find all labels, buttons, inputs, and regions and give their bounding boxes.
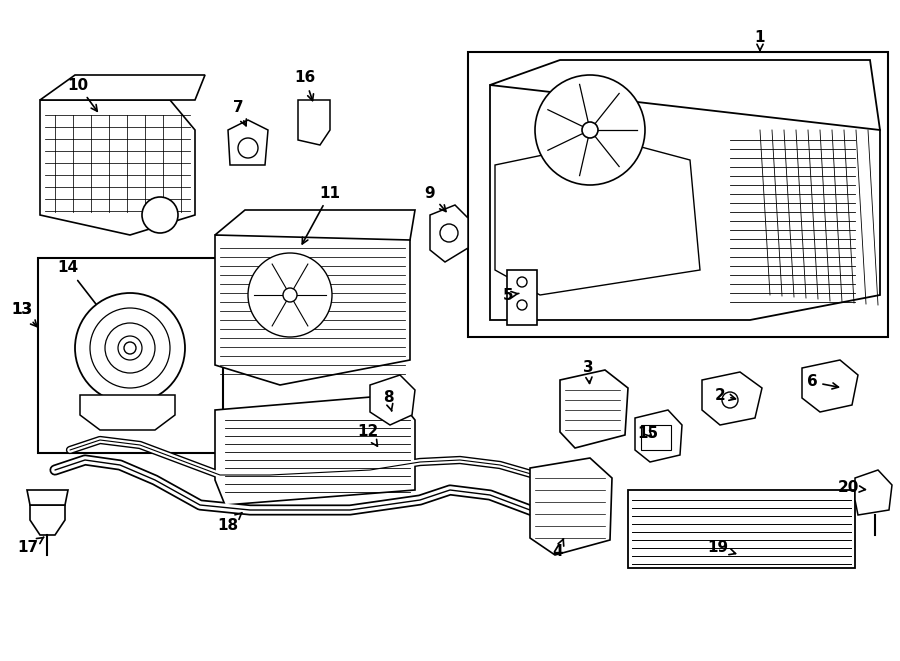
- Circle shape: [722, 392, 738, 408]
- Polygon shape: [298, 100, 330, 145]
- Circle shape: [124, 342, 136, 354]
- Circle shape: [75, 293, 185, 403]
- Bar: [468, 52, 888, 337]
- Circle shape: [90, 308, 170, 388]
- Polygon shape: [628, 490, 855, 568]
- Polygon shape: [228, 120, 268, 165]
- Circle shape: [238, 138, 258, 158]
- Polygon shape: [490, 85, 880, 320]
- Polygon shape: [40, 75, 205, 100]
- Text: 8: 8: [382, 391, 393, 411]
- Polygon shape: [27, 490, 68, 505]
- Polygon shape: [80, 395, 175, 430]
- Polygon shape: [702, 372, 762, 425]
- Text: 20: 20: [837, 481, 866, 496]
- Circle shape: [440, 224, 458, 242]
- Polygon shape: [430, 205, 468, 262]
- Text: 7: 7: [233, 100, 247, 126]
- Polygon shape: [215, 210, 415, 240]
- Circle shape: [118, 336, 142, 360]
- Text: 10: 10: [68, 77, 97, 111]
- Text: 16: 16: [294, 71, 316, 100]
- Polygon shape: [560, 370, 628, 448]
- Circle shape: [105, 323, 155, 373]
- Text: 15: 15: [637, 426, 659, 440]
- Polygon shape: [490, 60, 880, 130]
- Polygon shape: [802, 360, 858, 412]
- Circle shape: [517, 300, 527, 310]
- Circle shape: [517, 277, 527, 287]
- Bar: [641, 425, 671, 450]
- Circle shape: [535, 75, 645, 185]
- Text: 1: 1: [755, 30, 765, 52]
- Bar: [507, 270, 537, 325]
- Circle shape: [248, 253, 332, 337]
- Text: 18: 18: [218, 513, 242, 533]
- Text: 17: 17: [17, 537, 44, 555]
- Text: 13: 13: [12, 303, 37, 327]
- Text: 11: 11: [302, 186, 340, 244]
- Polygon shape: [40, 100, 195, 235]
- Text: 19: 19: [707, 541, 735, 555]
- Text: 12: 12: [357, 424, 379, 446]
- Circle shape: [283, 288, 297, 302]
- Circle shape: [582, 122, 598, 138]
- Text: 6: 6: [806, 375, 839, 389]
- Polygon shape: [635, 410, 682, 462]
- Polygon shape: [215, 215, 410, 385]
- Text: 4: 4: [553, 539, 563, 559]
- Text: 2: 2: [715, 387, 735, 403]
- Text: 5: 5: [503, 288, 519, 303]
- Text: 9: 9: [425, 186, 446, 212]
- Polygon shape: [370, 375, 415, 425]
- Circle shape: [142, 197, 178, 233]
- Polygon shape: [855, 470, 892, 515]
- Text: 14: 14: [58, 260, 127, 344]
- Text: 13: 13: [12, 303, 32, 317]
- Polygon shape: [495, 140, 700, 295]
- Text: 3: 3: [582, 360, 593, 383]
- Polygon shape: [30, 505, 65, 535]
- Bar: [38, 258, 223, 453]
- Polygon shape: [530, 458, 612, 555]
- Polygon shape: [215, 395, 415, 505]
